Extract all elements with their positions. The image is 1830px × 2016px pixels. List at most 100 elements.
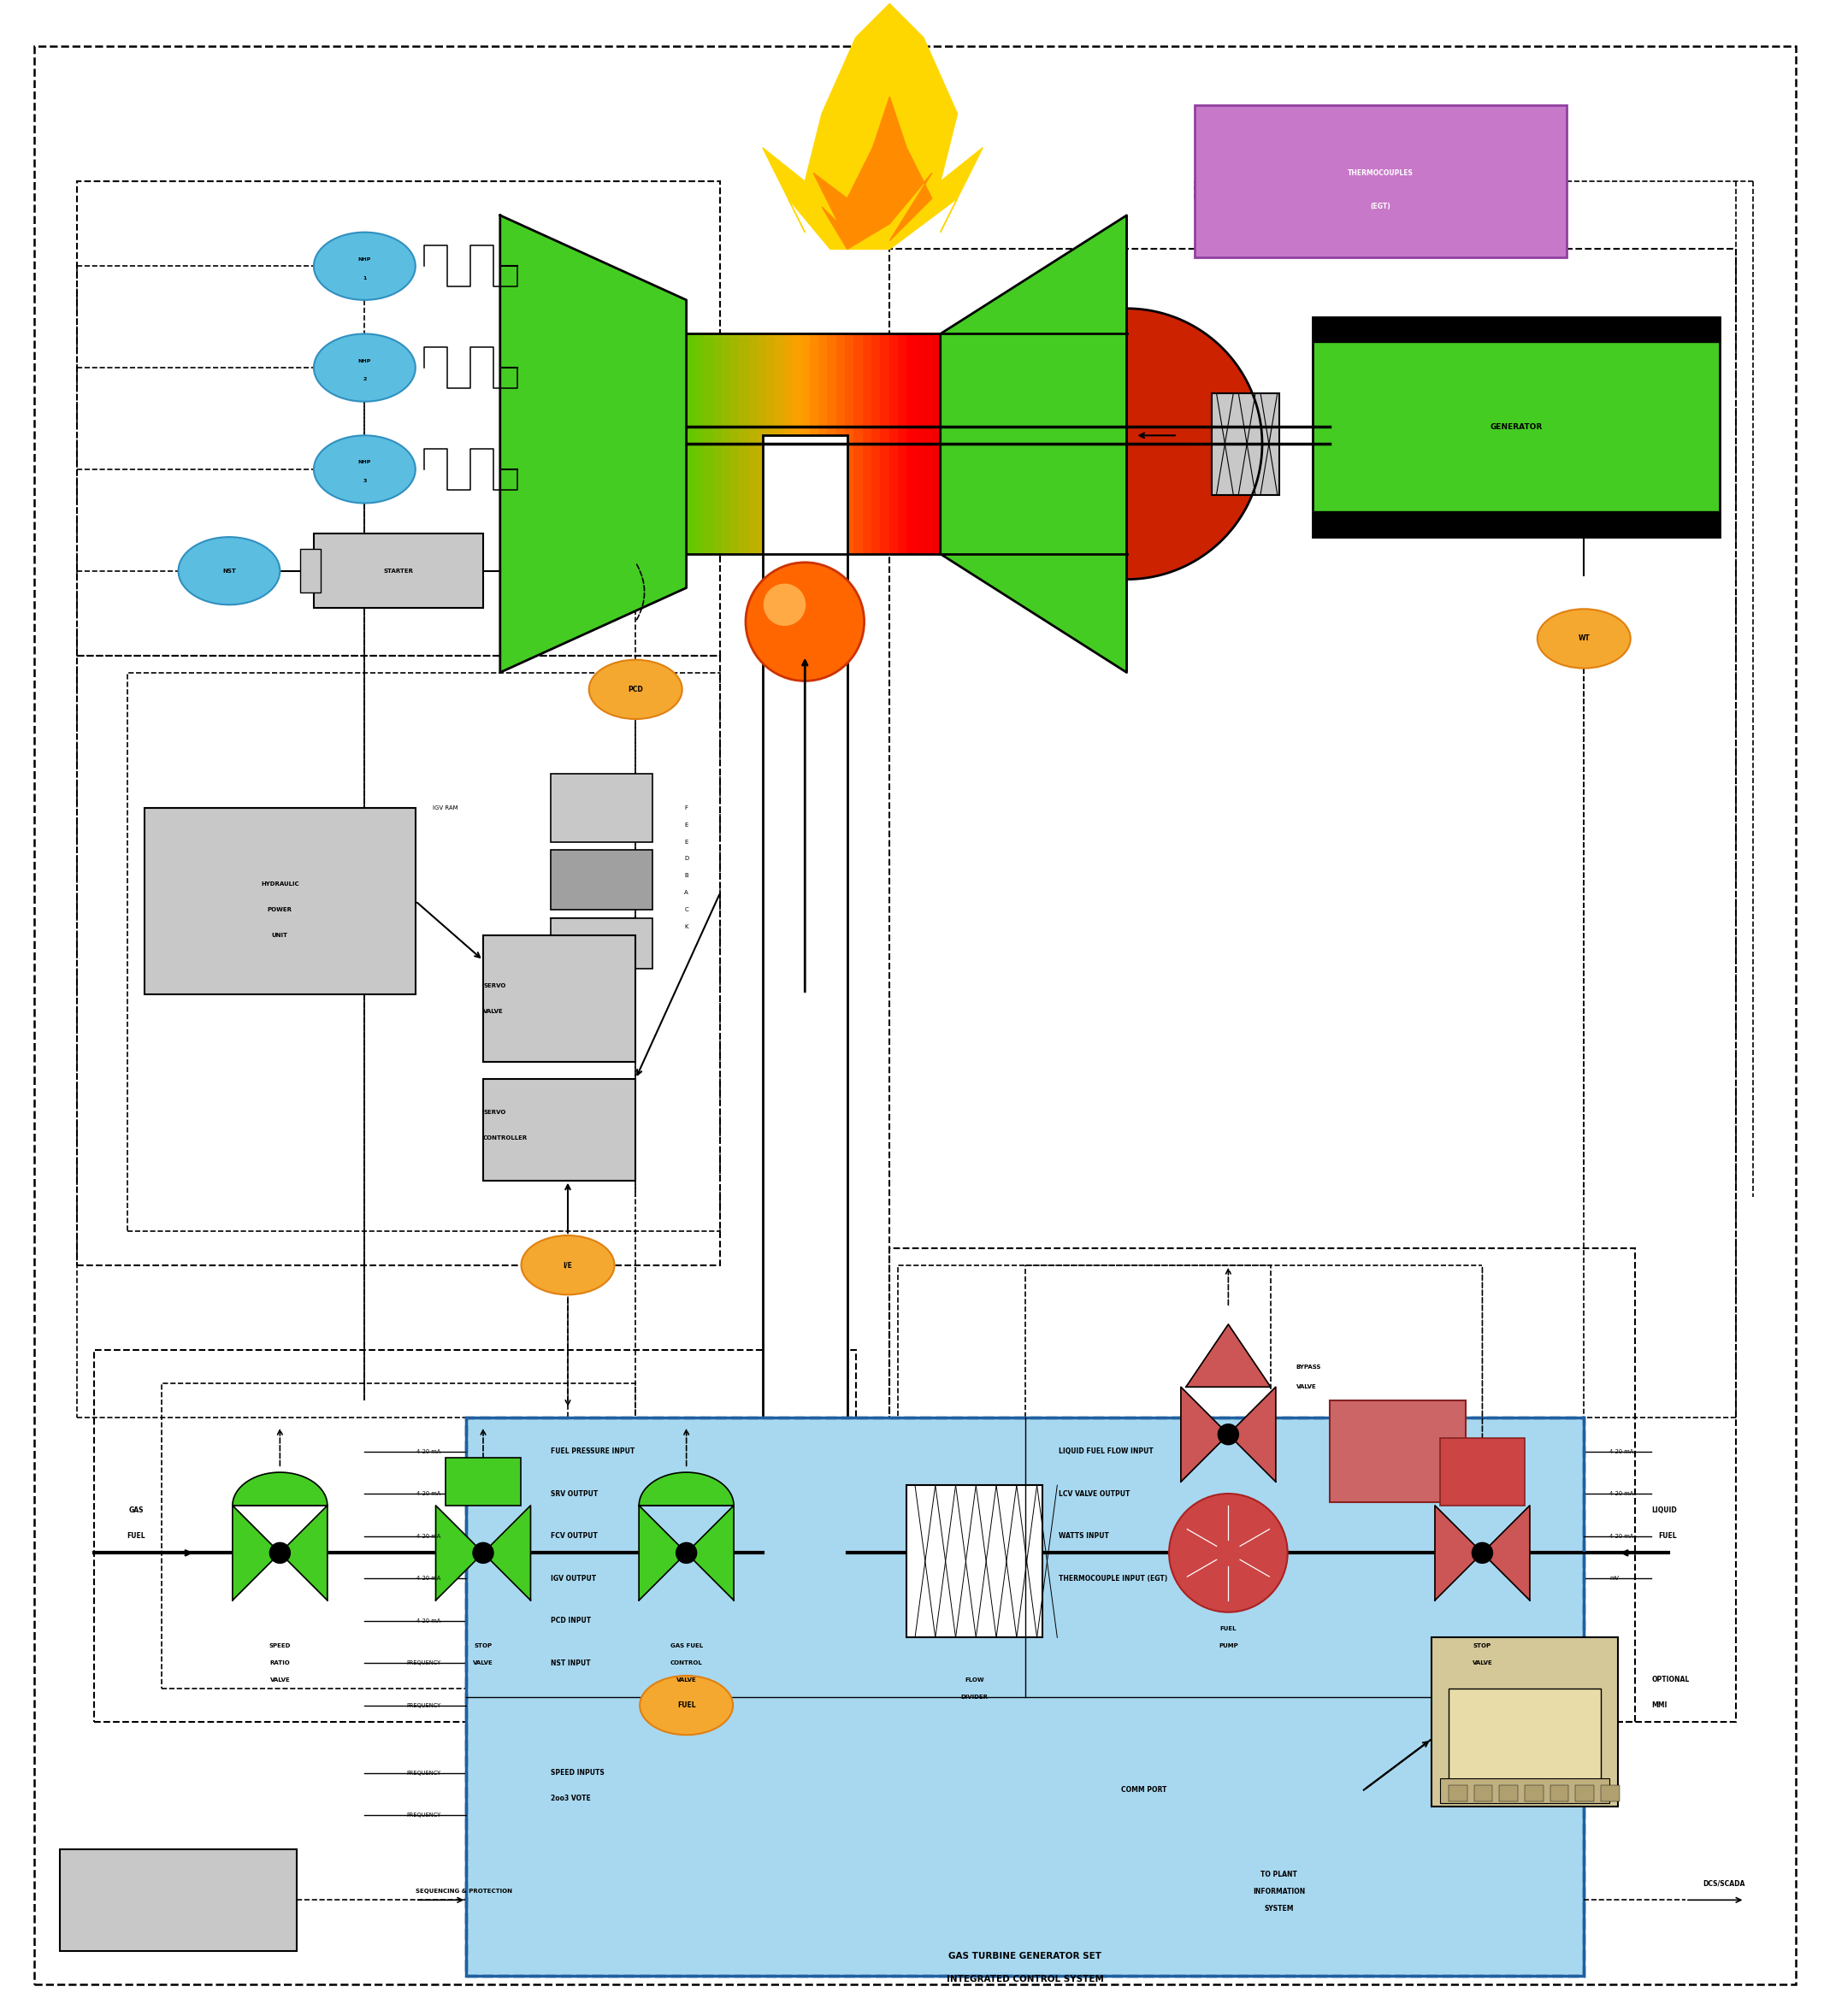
Bar — [551, 774, 653, 843]
Text: 4-20 mA: 4-20 mA — [417, 1534, 441, 1538]
Text: FUEL PRESSURE INPUT: FUEL PRESSURE INPUT — [551, 1447, 635, 1456]
Text: DIVIDER: DIVIDER — [961, 1693, 988, 1699]
Polygon shape — [232, 1472, 328, 1506]
Text: FUEL: FUEL — [677, 1702, 695, 1710]
Bar — [300, 548, 320, 593]
Bar — [145, 808, 415, 994]
Bar — [1449, 1687, 1601, 1790]
Text: FREQUENCY: FREQUENCY — [406, 1770, 441, 1776]
Text: LCV VALVE OUTPUT: LCV VALVE OUTPUT — [1060, 1490, 1131, 1498]
Text: FCV OUTPUT: FCV OUTPUT — [551, 1532, 598, 1540]
Text: PUMP: PUMP — [1219, 1643, 1239, 1649]
Bar — [739, 335, 748, 554]
Text: SERVO: SERVO — [483, 984, 505, 988]
Bar — [1021, 335, 1030, 554]
Text: E: E — [684, 839, 688, 845]
Bar — [551, 851, 653, 909]
Bar — [714, 335, 723, 554]
Ellipse shape — [178, 536, 280, 605]
Bar — [1440, 1437, 1524, 1506]
Text: C: C — [684, 907, 688, 911]
Bar — [1312, 512, 1720, 536]
Ellipse shape — [589, 659, 683, 720]
Bar — [1030, 335, 1039, 554]
Bar — [1065, 335, 1074, 554]
Bar — [1195, 105, 1566, 258]
Text: STARTER: STARTER — [384, 569, 414, 573]
Text: MMI: MMI — [1652, 1702, 1667, 1710]
Polygon shape — [763, 4, 983, 250]
Bar — [845, 335, 855, 554]
Text: LIQUID: LIQUID — [1652, 1506, 1676, 1514]
Bar — [1012, 335, 1021, 554]
Text: PCD INPUT: PCD INPUT — [551, 1617, 591, 1625]
Bar — [836, 335, 845, 554]
Bar — [483, 935, 635, 1062]
Bar — [1100, 335, 1111, 554]
Bar — [1601, 1784, 1620, 1802]
Text: PCD: PCD — [628, 685, 642, 694]
Text: VALVE: VALVE — [472, 1661, 494, 1665]
Text: SERVO: SERVO — [483, 1111, 505, 1115]
Text: SPEED INPUTS: SPEED INPUTS — [551, 1770, 604, 1776]
Bar — [899, 335, 908, 554]
Text: VALVE: VALVE — [1296, 1385, 1316, 1389]
Bar — [783, 335, 792, 554]
Text: BYPASS: BYPASS — [1296, 1365, 1321, 1369]
Bar — [483, 1079, 635, 1181]
Bar — [128, 673, 721, 1232]
Bar — [855, 335, 864, 554]
Bar — [889, 1248, 1634, 1722]
Polygon shape — [1435, 1506, 1482, 1601]
Polygon shape — [1186, 1325, 1270, 1387]
Polygon shape — [639, 1506, 686, 1601]
Ellipse shape — [677, 1542, 697, 1562]
Bar — [959, 335, 970, 554]
Bar — [1449, 1784, 1468, 1802]
Bar — [924, 335, 933, 554]
Text: CONTROL: CONTROL — [670, 1661, 703, 1665]
Text: STOP: STOP — [1473, 1643, 1491, 1649]
Bar — [827, 335, 836, 554]
Ellipse shape — [313, 435, 415, 504]
Text: IGV OUTPUT: IGV OUTPUT — [551, 1574, 597, 1583]
Ellipse shape — [1169, 1494, 1288, 1613]
Bar — [1118, 335, 1127, 554]
Text: FUEL: FUEL — [1221, 1627, 1237, 1631]
Text: SYSTEM: SYSTEM — [1265, 1905, 1294, 1913]
Bar — [862, 335, 873, 554]
Text: FREQUENCY: FREQUENCY — [406, 1704, 441, 1708]
Ellipse shape — [313, 335, 415, 401]
Text: FUEL: FUEL — [1658, 1532, 1676, 1540]
Text: 4-20 mA: 4-20 mA — [417, 1450, 441, 1454]
Text: VALVE: VALVE — [269, 1677, 291, 1683]
Ellipse shape — [763, 583, 805, 625]
Polygon shape — [941, 216, 1127, 673]
Bar — [977, 335, 986, 554]
Text: NHP: NHP — [359, 258, 371, 262]
Bar — [1074, 335, 1083, 554]
Text: OPTIONAL: OPTIONAL — [1652, 1675, 1689, 1683]
Text: UNIT: UNIT — [273, 931, 287, 937]
Bar — [906, 1486, 1041, 1637]
Text: GAS TURBINE GENERATOR SET: GAS TURBINE GENERATOR SET — [948, 1951, 1102, 1960]
Text: VALVE: VALVE — [677, 1677, 697, 1683]
Text: 4-20 mA: 4-20 mA — [417, 1492, 441, 1496]
Text: K: K — [684, 923, 688, 929]
Text: INFORMATION: INFORMATION — [1254, 1887, 1305, 1895]
Bar — [765, 335, 776, 554]
Bar — [774, 335, 783, 554]
Polygon shape — [500, 216, 686, 673]
Text: GAS FUEL: GAS FUEL — [670, 1643, 703, 1649]
Text: GAS: GAS — [128, 1506, 143, 1514]
Bar — [994, 335, 1005, 554]
Text: GENERATOR: GENERATOR — [1490, 423, 1543, 431]
Text: HYDRAULIC: HYDRAULIC — [262, 881, 298, 887]
Bar — [1109, 335, 1118, 554]
Text: STOP: STOP — [474, 1643, 492, 1649]
Polygon shape — [639, 1472, 734, 1506]
Text: 4-20 mA: 4-20 mA — [417, 1619, 441, 1623]
Text: RATIO: RATIO — [269, 1661, 291, 1665]
Text: (EGT): (EGT) — [1371, 204, 1391, 212]
Bar — [551, 917, 653, 970]
